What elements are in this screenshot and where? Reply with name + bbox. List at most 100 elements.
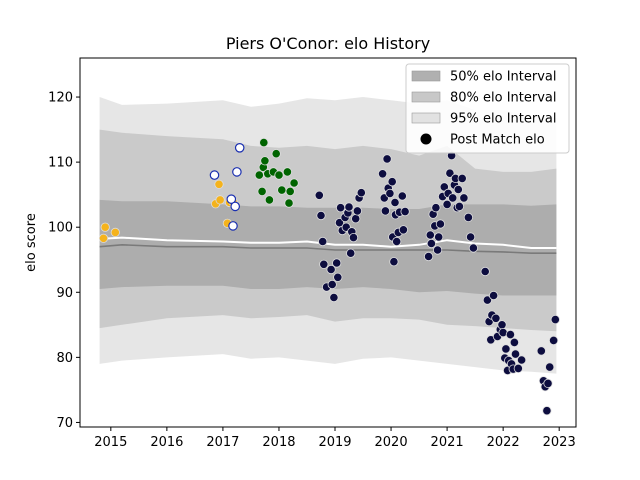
post-match-point [274,170,284,180]
y-tick-label: 90 [56,286,73,301]
post-match-point [326,264,336,275]
post-match-point [397,191,407,201]
post-match-point [348,233,359,243]
post-match-points [98,138,560,416]
legend-swatch [411,112,441,124]
post-match-point [329,292,339,303]
post-match-point [257,186,267,196]
post-match-point [431,203,441,213]
post-match-point [110,227,120,237]
post-match-point [545,362,555,372]
post-match-point [536,346,546,356]
post-match-point [454,201,464,211]
post-match-point [548,335,559,345]
post-match-point [434,232,444,242]
post-match-point [271,149,281,159]
post-match-point [468,243,478,253]
post-match-point [389,257,399,267]
x-tick-label: 2020 [375,435,408,450]
post-match-point [214,179,224,189]
x-tick-label: 2015 [94,435,127,450]
post-match-point [314,190,324,200]
post-match-point [228,221,238,231]
interval-bands [99,97,557,374]
post-match-point [332,258,342,268]
post-match-point [100,222,110,232]
y-tick-label: 100 [48,221,73,236]
post-match-point [501,344,511,354]
post-match-point [491,313,501,323]
legend-swatch [411,91,441,103]
band-95-percent [99,97,557,374]
legend-label: 95% elo Interval [450,112,557,127]
post-match-point [542,406,552,416]
post-match-point [352,206,362,216]
mean-line [99,236,557,249]
post-match-point [392,236,402,247]
post-match-point [550,314,560,325]
post-match-point [277,185,287,195]
post-match-point [543,378,553,388]
post-match-point [385,188,395,198]
post-match-point [380,206,390,216]
post-match-point [209,170,220,180]
post-match-point [510,349,521,359]
y-tick-label: 80 [56,351,73,366]
post-match-point [482,295,492,305]
post-match-point [327,279,337,290]
x-tick-label: 2022 [487,435,520,450]
post-match-point [457,173,467,183]
post-match-point [513,363,523,373]
post-match-point [356,188,366,198]
post-match-point [377,169,388,179]
post-match-point [435,219,445,229]
x-tick-label: 2016 [150,435,183,450]
chart-title: Piers O'Conor: elo History [226,34,430,53]
post-match-point [505,329,515,340]
post-match-point [480,266,490,277]
post-match-point [284,198,294,208]
y-axis-title: elo score [24,213,39,272]
plot-frame [79,57,577,428]
post-match-point [459,193,469,203]
post-match-point [226,194,237,204]
legend-marker [420,133,432,145]
post-match-point [516,355,527,365]
post-match-point [351,214,361,224]
post-match-point [509,337,520,347]
post-match-point [426,238,436,249]
post-match-point [264,195,274,205]
post-match-point [232,167,242,177]
post-match-point [319,259,329,269]
post-match-point [282,167,292,177]
post-match-point [387,177,397,187]
x-tick-label: 2017 [206,435,239,450]
post-match-point [442,199,452,209]
x-tick-label: 2021 [431,435,464,450]
x-axis-ticks: 2015 2016 2017 2018 2019 2020 2021 2022 2023 [94,427,576,450]
post-match-point [285,186,295,196]
legend-box [405,63,570,154]
band-80-percent [99,129,557,332]
post-match-point [346,248,356,258]
post-match-point [234,143,245,153]
post-match-point [260,156,270,166]
post-match-point [335,203,346,213]
band-50-percent [99,199,557,296]
post-match-point [432,245,443,255]
legend: 50% elo Interval 80% elo Interval 95% elo … [405,63,570,154]
legend-label: 80% elo Interval [450,91,557,106]
post-match-point [215,195,225,205]
post-match-point [425,230,435,240]
post-match-point [382,154,392,164]
legend-swatch [411,70,441,82]
post-match-point [390,197,400,208]
post-match-point [289,178,299,188]
post-match-point [448,193,458,203]
post-match-point [398,225,408,235]
post-match-point [316,210,326,221]
y-tick-label: 110 [48,156,73,171]
post-match-point [423,251,434,262]
y-tick-label: 120 [48,91,73,106]
y-tick-label: 70 [56,416,73,431]
